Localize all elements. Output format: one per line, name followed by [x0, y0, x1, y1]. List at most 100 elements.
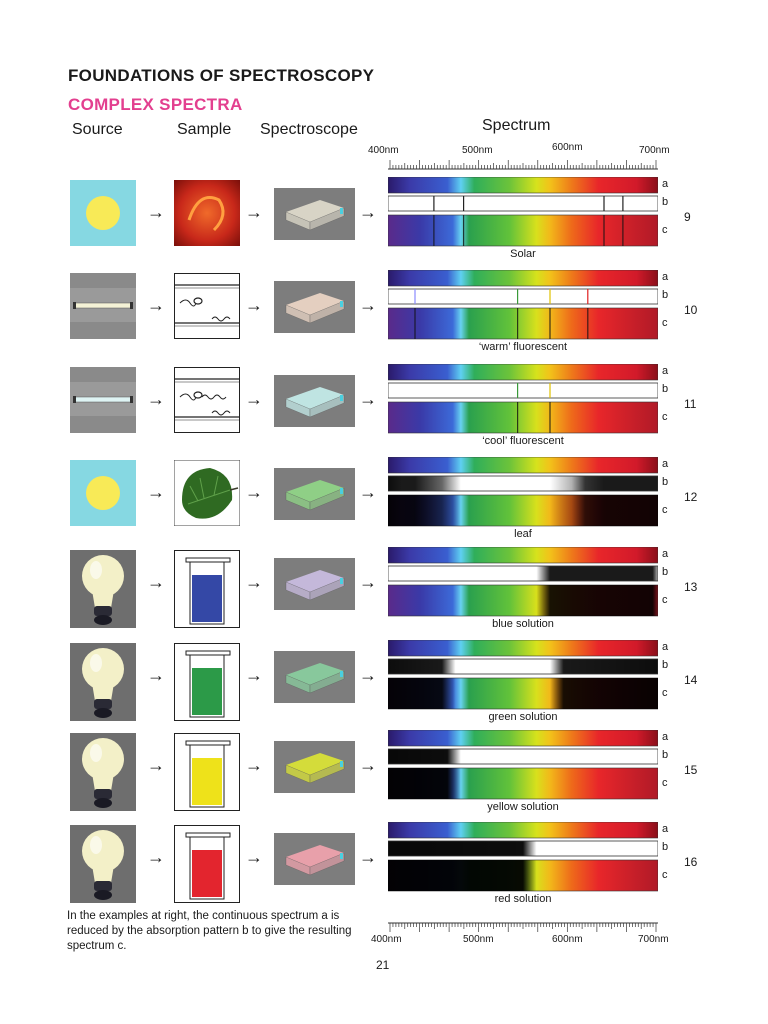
band-label-c: c: [662, 411, 668, 423]
arrow-icon: →: [147, 755, 165, 775]
fluorescent-tube-icon: [70, 273, 136, 339]
band-label-c: c: [662, 777, 668, 789]
row-number: 15: [684, 763, 698, 777]
band-label-a: a: [662, 823, 669, 835]
light-bulb-icon: [70, 825, 136, 903]
spectroscope-icon: [274, 833, 355, 885]
band-label-a: a: [662, 641, 669, 653]
section-subtitle: COMPLEX SPECTRA: [68, 95, 243, 114]
continuous-spectrum-band: [387, 456, 659, 474]
beaker-solution-icon: [174, 825, 240, 903]
beaker-solution-icon: [174, 733, 240, 811]
arrow-icon: →: [147, 665, 165, 685]
solar-photo-icon: [174, 180, 240, 246]
row-number: 12: [684, 490, 698, 504]
band-label-b: b: [662, 476, 669, 488]
continuous-spectrum-band: [387, 363, 659, 381]
arrow-icon: →: [147, 202, 165, 222]
spectroscope-icon: [274, 741, 355, 793]
arrow-icon: →: [245, 295, 263, 315]
page-title: FOUNDATIONS OF SPECTROSCOPY: [68, 66, 375, 85]
scale-bottom-400: 400nm: [371, 934, 402, 945]
band-label-a: a: [662, 548, 669, 560]
spectrum-label: red solution: [494, 893, 552, 905]
spectrum-bands: [387, 639, 659, 712]
continuous-spectrum-band: [387, 729, 659, 747]
spectroscope-icon: [274, 651, 355, 703]
arrow-icon: →: [359, 665, 377, 685]
spectrum-label: ‘cool’ fluorescent: [482, 435, 564, 447]
scale-bottom-600: 600nm: [552, 934, 583, 945]
continuous-spectrum-band: [387, 639, 659, 657]
arrow-icon: →: [245, 482, 263, 502]
band-label-a: a: [662, 458, 669, 470]
scale-ruler-bottom: [388, 922, 658, 932]
arrow-icon: →: [245, 847, 263, 867]
spectrum-label: Solar: [510, 248, 536, 260]
scale-top-400: 400nm: [368, 145, 399, 156]
column-heading-spectrum: Spectrum: [482, 117, 551, 134]
spectrum-bands: [387, 269, 659, 342]
column-heading-spectroscope: Spectroscope: [260, 121, 358, 138]
spectrum-label: yellow solution: [487, 801, 559, 813]
arrow-icon: →: [147, 847, 165, 867]
scale-bottom-500: 500nm: [463, 934, 494, 945]
spectrum-label: leaf: [514, 528, 532, 540]
beaker-solution-icon: [174, 550, 240, 628]
band-label-b: b: [662, 383, 669, 395]
arrow-icon: →: [245, 572, 263, 592]
arrow-icon: →: [359, 295, 377, 315]
scale-ruler-top: [388, 160, 658, 170]
sun-source-icon: [70, 460, 136, 526]
band-label-b: b: [662, 841, 669, 853]
arrow-icon: →: [147, 572, 165, 592]
band-label-b: b: [662, 749, 669, 761]
light-bulb-icon: [70, 550, 136, 628]
arrow-icon: →: [359, 482, 377, 502]
spectroscope-icon: [274, 558, 355, 610]
footer-note: In the examples at right, the continuous…: [67, 910, 352, 952]
band-label-a: a: [662, 178, 669, 190]
spectrum-label: green solution: [488, 711, 558, 723]
gas-discharge-icon: [174, 273, 240, 339]
continuous-spectrum-band: [387, 546, 659, 564]
column-heading-source: Source: [72, 121, 123, 138]
arrow-icon: →: [245, 755, 263, 775]
row-number: 14: [684, 673, 698, 687]
light-bulb-icon: [70, 733, 136, 811]
arrow-icon: →: [359, 755, 377, 775]
spectroscope-icon: [274, 375, 355, 427]
row-number: 13: [684, 580, 698, 594]
band-label-b: b: [662, 196, 669, 208]
band-label-c: c: [662, 869, 668, 881]
band-label-c: c: [662, 224, 668, 236]
arrow-icon: →: [147, 295, 165, 315]
band-label-a: a: [662, 731, 669, 743]
column-heading-sample: Sample: [177, 121, 232, 138]
band-label-c: c: [662, 504, 668, 516]
sun-source-icon: [70, 180, 136, 246]
beaker-solution-icon: [174, 643, 240, 721]
spectroscope-icon: [274, 281, 355, 333]
spectrum-bands: [387, 729, 659, 802]
spectrum-bands: [387, 821, 659, 894]
gas-discharge-icon: [174, 367, 240, 433]
spectroscope-icon: [274, 188, 355, 240]
scale-bottom-700: 700nm: [638, 934, 669, 945]
row-number: 9: [684, 210, 691, 224]
spectrum-label: ‘warm’ fluorescent: [478, 341, 568, 353]
arrow-icon: →: [359, 572, 377, 592]
fluorescent-tube-icon: [70, 367, 136, 433]
band-label-c: c: [662, 317, 668, 329]
spectrum-bands: [387, 456, 659, 529]
light-bulb-icon: [70, 643, 136, 721]
spectroscope-icon: [274, 468, 355, 520]
continuous-spectrum-band: [387, 176, 659, 194]
band-label-b: b: [662, 566, 669, 578]
band-label-a: a: [662, 271, 669, 283]
spectrum-label: blue solution: [492, 618, 554, 630]
row-number: 10: [684, 303, 698, 317]
continuous-spectrum-band: [387, 269, 659, 287]
row-number: 11: [684, 397, 697, 411]
scale-top-700: 700nm: [639, 145, 670, 156]
